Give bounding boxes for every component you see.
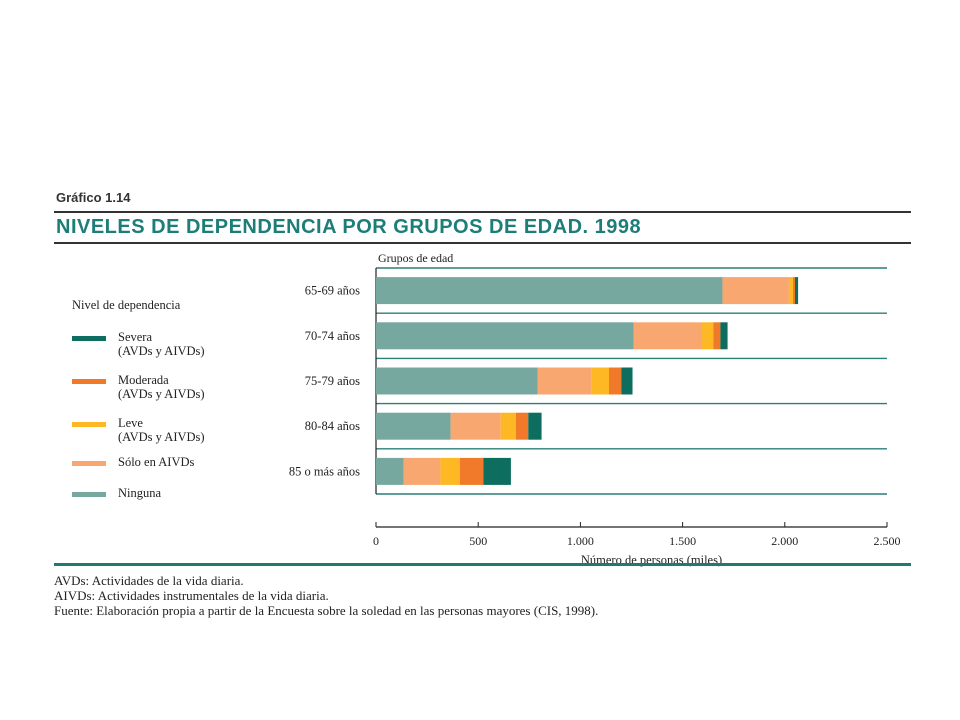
legend-label: Severa (AVDs y AIVDs) <box>118 330 205 358</box>
legend-label: Moderada (AVDs y AIVDs) <box>118 373 205 401</box>
bar-segment <box>376 322 634 350</box>
bar-segment <box>376 367 538 395</box>
category-label: 75-79 años <box>305 374 360 388</box>
bar-segment <box>720 322 728 350</box>
bar-segment <box>516 412 529 440</box>
note-avds: AVDs: Actividades de la vida diaria. <box>54 573 244 588</box>
category-label: 85 o más años <box>289 464 360 478</box>
bar-segment <box>528 412 542 440</box>
bar-segment <box>483 457 511 485</box>
footer-rule <box>54 563 911 566</box>
bar-segment <box>788 277 793 305</box>
legend-swatch <box>72 336 106 341</box>
bar-segment <box>713 322 721 350</box>
x-tick-label: 1.000 <box>567 534 594 548</box>
bar-segment <box>376 457 404 485</box>
bar-segment <box>609 367 622 395</box>
bar-segment <box>702 322 714 350</box>
x-tick-label: 500 <box>469 534 487 548</box>
categories-axis-label: Grupos de edad <box>378 251 453 265</box>
title-bottom-rule <box>54 242 911 244</box>
legend-label: Ninguna <box>118 486 162 500</box>
bar-segment <box>621 367 633 395</box>
note-aivds: AIVDs: Actividades instrumentales de la … <box>54 588 329 603</box>
legend-title: Nivel de dependencia <box>72 298 181 312</box>
legend-swatch <box>72 379 106 384</box>
bar-segment <box>795 277 799 305</box>
bar-segment <box>591 367 610 395</box>
legend-swatch <box>72 422 106 427</box>
note-source: Fuente: Elaboración propia a partir de l… <box>54 603 599 618</box>
notes: AVDs: Actividades de la vida diaria. AIV… <box>54 573 598 618</box>
bar-segment <box>722 277 789 305</box>
bar-segment <box>633 322 703 350</box>
bar-segment <box>440 457 460 485</box>
x-tick-label: 2.500 <box>874 534 901 548</box>
category-label: 65-69 años <box>305 284 360 298</box>
bar-segment <box>537 367 592 395</box>
bar-segment <box>376 277 723 305</box>
legend-label: Leve (AVDs y AIVDs) <box>118 416 205 444</box>
chart-title: NIVELES DE DEPENDENCIA POR GRUPOS DE EDA… <box>56 216 642 238</box>
legend-swatch <box>72 492 106 497</box>
category-label: 80-84 años <box>305 419 360 433</box>
bar-segment <box>450 412 501 440</box>
bar-segment <box>376 412 451 440</box>
x-tick-label: 2.000 <box>771 534 798 548</box>
legend-swatch <box>72 461 106 466</box>
bar-segment <box>500 412 517 440</box>
x-tick-label: 1.500 <box>669 534 696 548</box>
bar-segment <box>459 457 484 485</box>
category-label: 70-74 años <box>305 329 360 343</box>
bar-segment <box>792 277 796 305</box>
figure-label: Gráfico 1.14 <box>56 190 131 205</box>
x-tick-label: 0 <box>373 534 379 548</box>
bar-segment <box>403 457 441 485</box>
legend-label: Sólo en AIVDs <box>118 455 195 469</box>
title-top-rule <box>54 211 911 213</box>
